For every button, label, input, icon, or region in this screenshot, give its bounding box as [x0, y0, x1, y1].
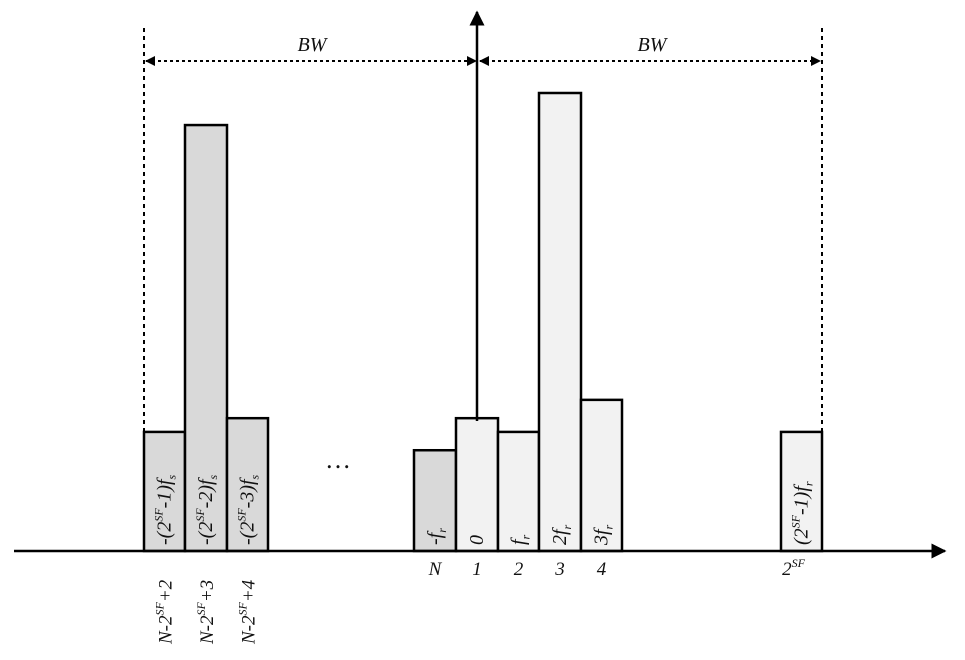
bin-index-label: N-2SF+4 [236, 579, 260, 645]
bin-index-label: N-2SF+3 [194, 580, 218, 645]
bin-9: (2SF-1)fr 2SF [779, 430, 824, 580]
bin-index-label: 3 [554, 559, 565, 580]
bin-index-label: 4 [597, 559, 607, 580]
bin-bar [779, 430, 824, 553]
bin-frequency-label: -(2SF-2)fs [193, 474, 220, 545]
bin-index-label: 2 [514, 559, 524, 580]
bin-frequency-label: (2SF-1)fr [789, 481, 816, 545]
bin-3: -(2SF-3)fs N-2SF+4 [225, 416, 270, 645]
ellipsis: … [325, 445, 351, 474]
bin-frequency-label: 0 [466, 535, 488, 545]
bin-1: -(2SF-1)fs N-2SF+2 [142, 430, 187, 645]
bin-2: -(2SF-2)fs N-2SF+3 [183, 123, 229, 645]
bw-right-label: BW [638, 34, 669, 56]
bin-7: 2fr 3 [537, 91, 583, 580]
bin-bar [225, 416, 270, 553]
bin-index-label: 2SF [782, 556, 806, 580]
bin-index-label: 1 [472, 559, 482, 580]
bin-bar [537, 91, 583, 553]
bin-bar [454, 416, 500, 553]
bin-frequency-label: -fr [424, 528, 449, 545]
bin-frequency-label: 3fr [591, 524, 616, 546]
bin-frequency-label: -(2SF-3)fs [235, 474, 262, 545]
bin-bar [579, 398, 624, 553]
bw-left-label: BW [298, 34, 329, 56]
bin-index-label: N-2SF+2 [153, 579, 177, 645]
bin-6: fr 2 [496, 430, 541, 580]
bin-8: 3fr 4 [579, 398, 624, 580]
bin-4: -fr N [412, 448, 458, 580]
bin-index-label: N [428, 559, 443, 580]
bin-frequency-label: 2fr [549, 524, 574, 545]
frequency-bins: -(2SF-1)fsN-2SF+2-(2SF-2)fsN-2SF+3-(2SF-… [142, 91, 824, 645]
bin-frequency-label: -(2SF-1)fs [152, 474, 179, 545]
bin-bar [183, 123, 229, 553]
bin-5: 01 [454, 416, 500, 580]
bin-bar [496, 430, 541, 553]
bin-frequency-label: fr [508, 534, 533, 545]
